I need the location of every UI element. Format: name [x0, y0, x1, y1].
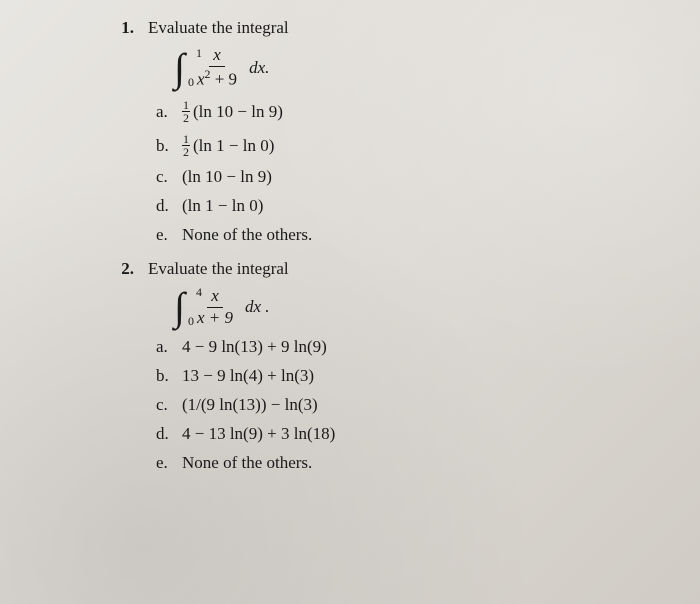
option-1c: c. (ln 10 − ln 9)	[156, 167, 640, 187]
question-1-prompt: Evaluate the integral	[148, 18, 289, 38]
option-value: None of the others.	[182, 225, 312, 245]
option-1d: d. (ln 1 − ln 0)	[156, 196, 640, 216]
option-2e: e. None of the others.	[156, 453, 640, 473]
option-value: (ln 1 − ln 0)	[182, 196, 263, 216]
option-value: (ln 10 − ln 9)	[182, 167, 272, 187]
question-2: 2. Evaluate the integral ∫ 4 0 x x + 9 d…	[100, 259, 640, 473]
question-2-options: a. 4 − 9 ln(13) + 9 ln(9) b. 13 − 9 ln(4…	[156, 337, 640, 473]
question-2-prompt: Evaluate the integral	[148, 259, 289, 279]
question-2-number: 2.	[100, 259, 134, 279]
option-letter: b.	[156, 136, 182, 156]
question-2-integral: ∫ 4 0 x x + 9 dx .	[174, 287, 640, 327]
question-1: 1. Evaluate the integral ∫ 1 0 x x2 + 9 …	[100, 18, 640, 245]
integral-lower-limit: 0	[188, 314, 194, 329]
option-1e: e. None of the others.	[156, 225, 640, 245]
differential: dx.	[249, 58, 269, 78]
option-2d: d. 4 − 13 ln(9) + 3 ln(18)	[156, 424, 640, 444]
integral-lower-limit: 0	[188, 75, 194, 90]
option-letter: e.	[156, 225, 182, 245]
integral-symbol: ∫ 4 0	[174, 287, 185, 327]
option-value: 4 − 13 ln(9) + 3 ln(18)	[182, 424, 335, 444]
integral-upper-limit: 1	[196, 46, 202, 61]
differential: dx .	[245, 297, 270, 317]
option-value: 12 (ln 1 − ln 0)	[182, 133, 274, 158]
option-letter: d.	[156, 424, 182, 444]
option-letter: a.	[156, 337, 182, 357]
option-value: 4 − 9 ln(13) + 9 ln(9)	[182, 337, 327, 357]
question-1-header: 1. Evaluate the integral	[100, 18, 640, 38]
integral-glyph-icon: ∫	[174, 284, 185, 329]
question-2-header: 2. Evaluate the integral	[100, 259, 640, 279]
option-1b: b. 12 (ln 1 − ln 0)	[156, 133, 640, 158]
integral-glyph-icon: ∫	[174, 45, 185, 90]
fraction-denominator: x + 9	[193, 308, 237, 328]
half-fraction: 12	[182, 133, 190, 158]
option-2b: b. 13 − 9 ln(4) + ln(3)	[156, 366, 640, 386]
option-letter: a.	[156, 102, 182, 122]
fraction-numerator: x	[209, 46, 225, 67]
half-fraction: 12	[182, 99, 190, 124]
option-value: 13 − 9 ln(4) + ln(3)	[182, 366, 314, 386]
option-letter: c.	[156, 167, 182, 187]
integral-upper-limit: 4	[196, 285, 202, 300]
option-letter: e.	[156, 453, 182, 473]
integral-symbol: ∫ 1 0	[174, 48, 185, 88]
fraction-denominator: x2 + 9	[193, 67, 241, 89]
option-value: (1/(9 ln(13)) − ln(3)	[182, 395, 318, 415]
option-2c: c. (1/(9 ln(13)) − ln(3)	[156, 395, 640, 415]
option-1a: a. 12 (ln 10 − ln 9)	[156, 99, 640, 124]
option-value: 12 (ln 10 − ln 9)	[182, 99, 283, 124]
option-letter: d.	[156, 196, 182, 216]
option-2a: a. 4 − 9 ln(13) + 9 ln(9)	[156, 337, 640, 357]
option-letter: c.	[156, 395, 182, 415]
option-letter: b.	[156, 366, 182, 386]
option-value: None of the others.	[182, 453, 312, 473]
question-1-integral: ∫ 1 0 x x2 + 9 dx.	[174, 46, 640, 89]
question-1-number: 1.	[100, 18, 134, 38]
question-1-options: a. 12 (ln 10 − ln 9) b. 12 (ln 1 − ln 0)…	[156, 99, 640, 245]
fraction-numerator: x	[207, 287, 223, 308]
